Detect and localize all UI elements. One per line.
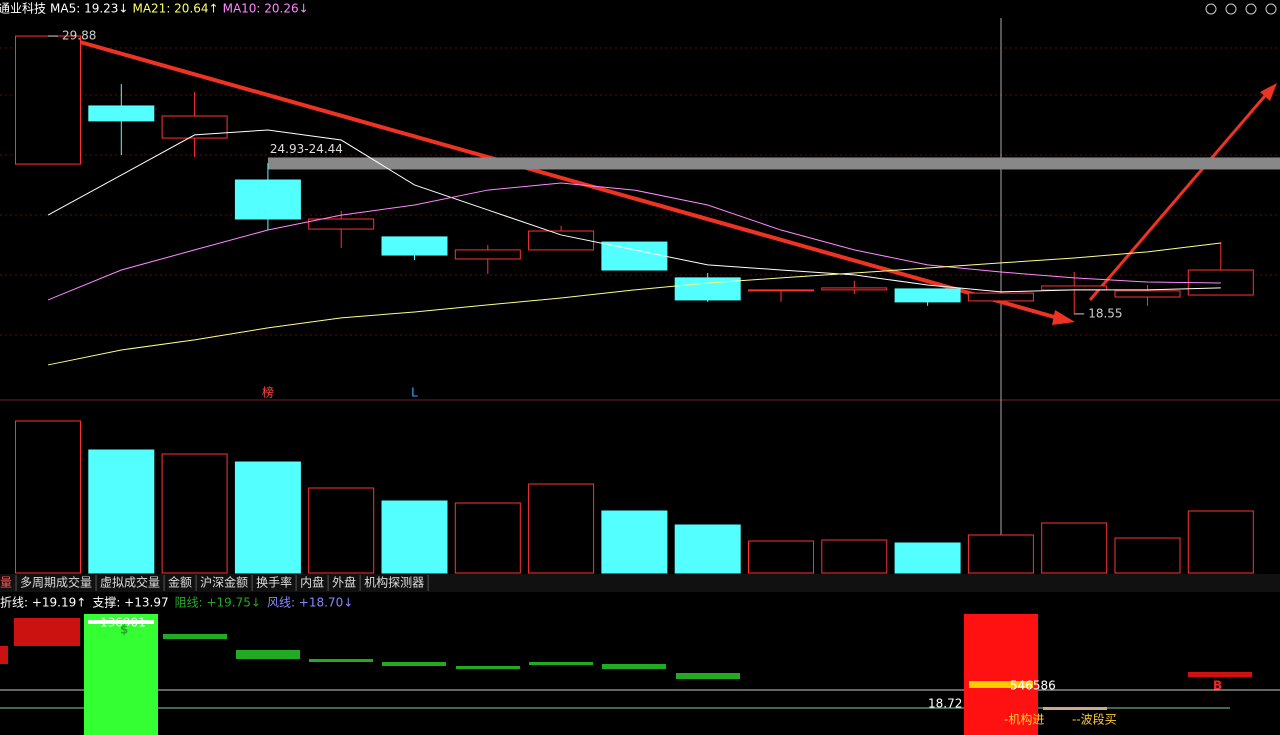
candle-body [528,230,595,251]
tab[interactable]: 外盘 [332,575,356,590]
candle-body [674,277,741,301]
candle-body [88,105,155,122]
header-item: MA5: 19.23↓ [50,2,128,16]
header-item: MA21: 20.64↑ [132,2,218,16]
volume-bar [234,461,301,574]
ma-line [47,182,1221,301]
arrow-head [1260,83,1277,101]
volume-bar [748,540,814,574]
ma-line [47,242,1221,366]
volume-bar [381,500,448,574]
ma-line [47,129,1221,293]
candle-body [308,218,375,230]
tab[interactable]: 沪深金额 [200,575,248,590]
grid [0,47,1280,336]
tab[interactable]: 换手率 [256,575,292,590]
volume-bar [15,420,81,574]
volume-bar [821,539,888,574]
indicator-label: 136901 [100,616,146,630]
volume-bar [601,510,668,574]
tab[interactable]: 多周期成交量 [20,575,92,590]
candle-body [454,249,521,260]
indicator-bars [0,614,1252,735]
indicator-label: -机构进 [1004,712,1044,727]
indicator-legend: 阻线: +19.75↓ [175,596,261,610]
tab[interactable]: 机构探测器 [364,575,424,590]
indicator-label: --波段买 [1072,712,1117,727]
volume-bar [1041,522,1108,574]
toolbar-icons [1205,3,1277,15]
volume-bar [528,483,595,574]
volume-bar [967,534,1034,574]
candle-body [601,241,668,271]
indicator-label: $ [120,623,128,637]
trend-arrow [79,40,1066,322]
candle-body [234,179,301,220]
volume-bar [161,453,228,574]
indicator-label: B [1213,679,1222,693]
indicator-legend: 折线: +19.19↑ [0,595,86,610]
candle-body [1041,285,1108,291]
candle-body [161,115,228,139]
marker: 榜 [262,385,274,400]
tab[interactable]: 量 [0,576,12,590]
zone-band [267,157,1280,170]
tab-bar [0,574,1280,592]
indicator-label: 18.72 [928,697,962,711]
volume-bar [1187,510,1254,574]
candle-body [381,236,448,256]
header-item: 通业科技 [0,2,46,16]
trend-arrow [1088,89,1272,301]
candle-body [821,287,888,291]
candle-body [15,35,81,165]
header-item: MA10: 20.26↓ [223,2,309,16]
candle-body [967,292,1034,302]
indicator-legend: 风线: +18.70↓ [267,596,353,610]
volume-bar [674,524,741,574]
volume-bar [894,542,961,574]
indicator-label: 546586 [1010,679,1056,693]
annotation-label: 29.88 [62,29,96,43]
volume-bar [308,487,375,574]
zone-label: 24.93-24.44 [270,142,343,156]
marker: L [411,386,418,400]
tab[interactable]: 金额 [168,575,192,590]
volume-bar [88,449,155,574]
annotation-label: 18.55 [1088,306,1122,320]
volume-bar [454,502,521,574]
candle-body [894,288,961,303]
candle-body [748,289,814,292]
volume-bar [1114,537,1181,574]
tab[interactable]: 内盘 [300,575,324,590]
candle-body [1114,290,1181,298]
indicator-legend: 支撑: +13.97 [92,595,168,610]
tab[interactable]: 虚拟成交量 [100,575,160,590]
arrow-head [1052,310,1075,325]
